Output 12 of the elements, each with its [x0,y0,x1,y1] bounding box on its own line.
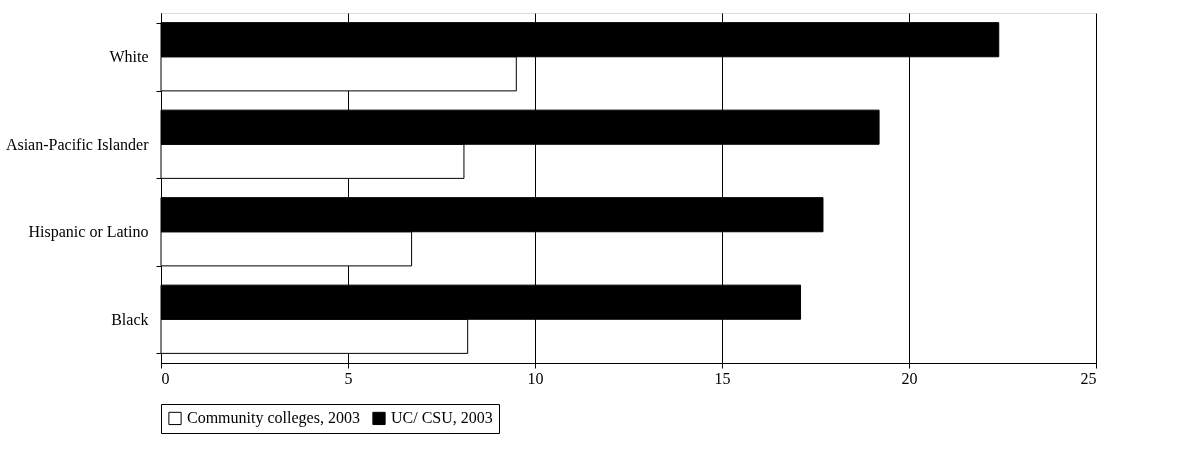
legend-label: UC/ CSU, 2003 [391,409,493,427]
legend-label: Community colleges, 2003 [187,409,360,428]
y-tick-label: Black [111,310,149,328]
x-tick-label: 5 [344,369,353,387]
y-tick-label: Hispanic or Latino [28,223,149,242]
x-tick-label: 20 [901,369,918,387]
x-tick-label: 0 [161,369,170,387]
x-tick-label: 10 [527,369,544,387]
y-tick-label: White [109,48,149,66]
x-tick-label: 15 [714,369,731,387]
x-tick-label: 25 [1080,369,1097,387]
y-tick-label: Asian-Pacific Islander [5,135,150,153]
